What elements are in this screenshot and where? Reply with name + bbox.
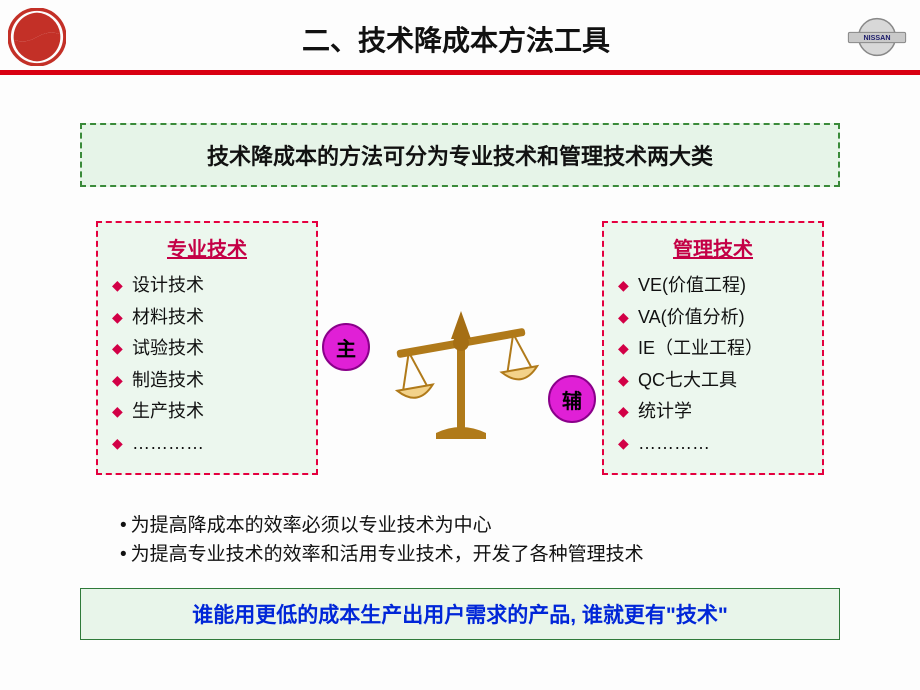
banner-text: 技术降成本的方法可分为专业技术和管理技术两大类	[207, 144, 713, 169]
list-item: VA(价值分析)	[618, 302, 808, 334]
list-item: 材料技术	[112, 302, 302, 334]
list-item: …………	[618, 428, 808, 460]
middle-section: 专业技术 设计技术 材料技术 试验技术 制造技术 生产技术 ………… 管理技术 …	[0, 221, 920, 511]
right-card-list: VE(价值工程) VA(价值分析) IE（工业工程） QC七大工具 统计学 ………	[618, 270, 808, 459]
nissan-text: NISSAN	[864, 34, 891, 42]
badge-aux-text: 辅	[562, 385, 582, 414]
header-divider	[0, 70, 920, 75]
list-item: 试验技术	[112, 333, 302, 365]
list-item: IE（工业工程）	[618, 333, 808, 365]
nissan-logo-icon: NISSAN	[846, 14, 908, 65]
left-card: 专业技术 设计技术 材料技术 试验技术 制造技术 生产技术 …………	[96, 221, 318, 475]
list-item: 生产技术	[112, 396, 302, 428]
list-item: VE(价值工程)	[618, 270, 808, 302]
badge-main: 主	[322, 323, 370, 371]
dongfeng-logo-icon	[8, 8, 66, 71]
left-card-title: 专业技术	[112, 233, 302, 262]
note-line-2: 为提高专业技术的效率和活用专业技术，开发了各种管理技术	[120, 540, 810, 569]
header: 二、技术降成本方法工具 NISSAN	[0, 0, 920, 72]
right-card: 管理技术 VE(价值工程) VA(价值分析) IE（工业工程） QC七大工具 统…	[602, 221, 824, 475]
banner-box: 技术降成本的方法可分为专业技术和管理技术两大类	[80, 123, 840, 187]
list-item: 统计学	[618, 396, 808, 428]
closing-box: 谁能用更低的成本生产出用户需求的产品, 谁就更有"技术"	[80, 588, 840, 640]
list-item: QC七大工具	[618, 365, 808, 397]
list-item: 设计技术	[112, 270, 302, 302]
closing-text: 谁能用更低的成本生产出用户需求的产品, 谁就更有"技术"	[192, 604, 728, 627]
notes-block: 为提高降成本的效率必须以专业技术为中心 为提高专业技术的效率和活用专业技术，开发…	[110, 511, 810, 570]
left-card-list: 设计技术 材料技术 试验技术 制造技术 生产技术 …………	[112, 270, 302, 459]
right-card-title: 管理技术	[618, 233, 808, 262]
list-item: …………	[112, 428, 302, 460]
badge-main-text: 主	[336, 333, 356, 362]
badge-aux: 辅	[548, 375, 596, 423]
page-title: 二、技术降成本方法工具	[66, 19, 846, 59]
note-line-1: 为提高降成本的效率必须以专业技术为中心	[120, 511, 810, 540]
balance-scale-icon	[378, 261, 544, 441]
list-item: 制造技术	[112, 365, 302, 397]
